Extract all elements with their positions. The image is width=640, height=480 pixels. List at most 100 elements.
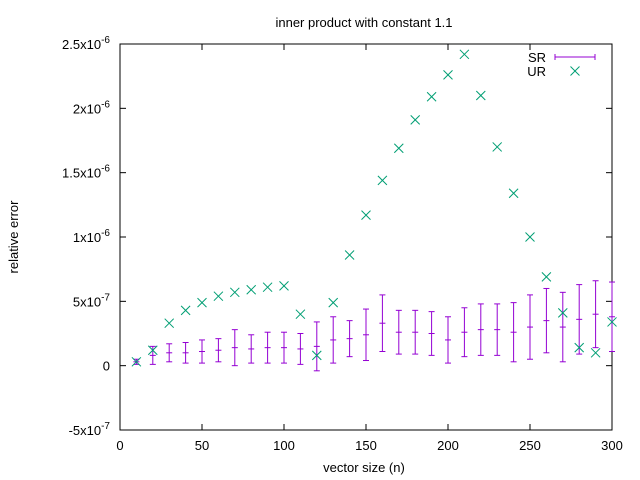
ur-point-stroke-b xyxy=(295,309,306,320)
marks-group xyxy=(131,49,617,372)
ur-point-stroke-b xyxy=(344,250,355,260)
ur-point xyxy=(344,250,355,260)
x-tick-label: 300 xyxy=(601,438,623,453)
ur-point-stroke-b xyxy=(262,282,273,293)
sr-errorbar xyxy=(199,339,205,364)
ur-point xyxy=(180,305,191,316)
sr-errorbar xyxy=(346,320,353,358)
x-tick-label: 150 xyxy=(355,438,377,453)
ur-point-stroke-b xyxy=(180,305,191,316)
ur-point-stroke-b xyxy=(492,142,503,152)
ur-point xyxy=(197,297,207,308)
sr-errorbar xyxy=(231,329,238,367)
sr-errorbar xyxy=(494,303,501,356)
ur-point-stroke-b xyxy=(393,143,404,154)
sr-errorbar xyxy=(510,302,517,363)
sr-errorbar xyxy=(297,333,304,365)
ur-point xyxy=(557,308,568,318)
ur-point xyxy=(377,175,388,186)
ur-point-stroke-b xyxy=(229,287,240,298)
y-tick-label: 2x10-6 xyxy=(73,99,111,116)
x-tick-label: 50 xyxy=(195,438,209,453)
x-tick-label: 250 xyxy=(519,438,541,453)
sr-errorbar xyxy=(264,331,271,364)
y-tick-label: -5x10-7 xyxy=(69,421,111,438)
ur-point xyxy=(262,282,273,293)
ur-point-stroke-b xyxy=(213,291,224,302)
ur-point-stroke-b xyxy=(164,318,175,329)
y-tick-label: 0 xyxy=(103,359,110,374)
ur-point xyxy=(574,342,585,353)
y-tick-label: 1x10-6 xyxy=(73,228,111,245)
ur-point xyxy=(443,70,453,80)
sr-errorbar xyxy=(395,309,402,355)
ur-point xyxy=(541,272,552,282)
sr-errorbar xyxy=(527,294,533,360)
ur-point-stroke-b xyxy=(557,308,568,318)
sr-errorbar xyxy=(477,303,484,356)
ur-point-stroke-b xyxy=(574,342,585,353)
ur-point xyxy=(590,347,601,358)
ur-point xyxy=(311,350,322,361)
sr-errorbar xyxy=(576,284,583,355)
x-axis-label: vector size (n) xyxy=(323,460,405,475)
ur-point xyxy=(164,318,175,329)
sr-errorbar xyxy=(363,308,369,362)
sr-errorbar xyxy=(543,287,550,354)
ur-point xyxy=(492,142,503,152)
ur-point-stroke-b xyxy=(475,90,486,101)
legend-label-sr: SR xyxy=(528,50,546,65)
ur-point xyxy=(246,284,257,295)
ur-point-stroke-b xyxy=(410,115,421,125)
ur-point xyxy=(328,297,339,308)
y-axis-label: relative error xyxy=(6,200,21,274)
ur-point-stroke-b xyxy=(607,317,617,327)
ur-point-stroke-b xyxy=(426,91,437,102)
y-tick-label: 2.5x10-6 xyxy=(62,35,110,52)
sr-errorbar xyxy=(412,309,419,355)
ur-point-stroke-b xyxy=(508,188,519,199)
sr-errorbar xyxy=(166,343,173,363)
ur-point-stroke-b xyxy=(361,210,371,220)
ur-point-stroke-b xyxy=(246,284,257,295)
ur-point-stroke-b xyxy=(377,175,388,186)
x-tick-label: 200 xyxy=(437,438,459,453)
ur-point-stroke-b xyxy=(311,350,322,361)
ur-point xyxy=(426,91,437,102)
plot-border xyxy=(119,43,613,431)
axes-group: 0 50 100 150 200 250 300 -5x10-7 0 5x10-7 1x10-6 1.… xyxy=(62,35,623,453)
ur-point xyxy=(475,90,486,101)
sr-errorbar xyxy=(559,291,566,363)
legend-label-ur: UR xyxy=(527,64,546,79)
legend-sample-ur-b xyxy=(570,66,580,76)
ur-point xyxy=(213,291,224,302)
sr-errorbar xyxy=(592,280,599,349)
ur-point-stroke-b xyxy=(328,297,339,308)
sr-errorbar xyxy=(609,281,615,353)
ur-point xyxy=(607,317,617,327)
ur-point xyxy=(361,210,371,220)
sr-errorbar xyxy=(215,338,222,363)
sr-errorbar xyxy=(313,321,320,372)
ur-point xyxy=(279,281,289,291)
y-tick-label: 5x10-7 xyxy=(73,292,111,309)
ur-point xyxy=(131,356,142,367)
x-tick-label: 0 xyxy=(116,438,123,453)
sr-errorbar xyxy=(248,334,255,364)
ur-point xyxy=(295,309,306,320)
ur-point xyxy=(525,232,535,242)
x-tick-label: 100 xyxy=(273,438,295,453)
ur-point xyxy=(508,188,519,199)
y-tick-label: 1.5x10-6 xyxy=(62,164,110,181)
sr-errorbar xyxy=(379,294,386,353)
ur-point xyxy=(393,143,404,154)
ur-point-stroke-b xyxy=(279,281,289,291)
ur-point-stroke-b xyxy=(541,272,552,282)
ur-point xyxy=(229,287,240,298)
ur-point-stroke-b xyxy=(131,356,142,367)
sr-errorbar xyxy=(445,316,451,364)
sr-errorbar xyxy=(281,331,287,364)
